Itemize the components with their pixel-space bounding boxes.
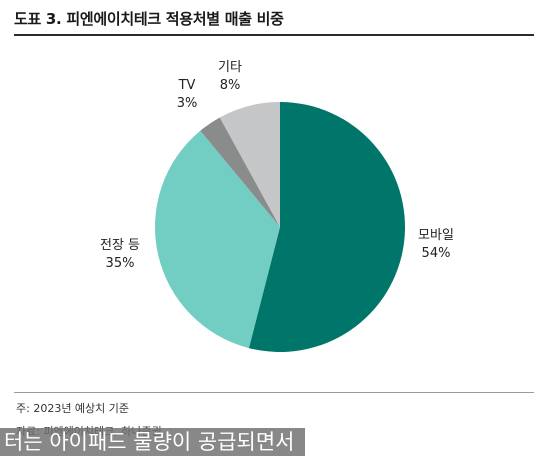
caption-overlay: 터는 아이패드 물량이 공급되면서 xyxy=(0,428,305,456)
slice-value-1: 35% xyxy=(106,256,135,271)
footer-divider xyxy=(14,392,534,393)
slice-label-2: TV xyxy=(178,78,196,93)
pie-slice-3 xyxy=(219,101,280,227)
chart-title: 도표 3. 피엔에이치테크 적용처별 매출 비중 xyxy=(14,10,284,28)
slice-value-0: 54% xyxy=(422,246,451,261)
slice-label-3: 기타 xyxy=(218,60,242,75)
slice-label-0: 모바일 xyxy=(418,228,454,243)
slice-value-2: 3% xyxy=(177,96,198,111)
title-divider xyxy=(14,34,534,36)
pie-slice-0 xyxy=(248,102,406,352)
slice-label-1: 전장 등 xyxy=(100,238,140,253)
pie-slice-1 xyxy=(155,130,280,349)
slice-value-3: 8% xyxy=(220,78,241,93)
footnote: 주: 2023년 예상치 기준 xyxy=(16,402,130,415)
pie-slice-2 xyxy=(200,117,280,227)
